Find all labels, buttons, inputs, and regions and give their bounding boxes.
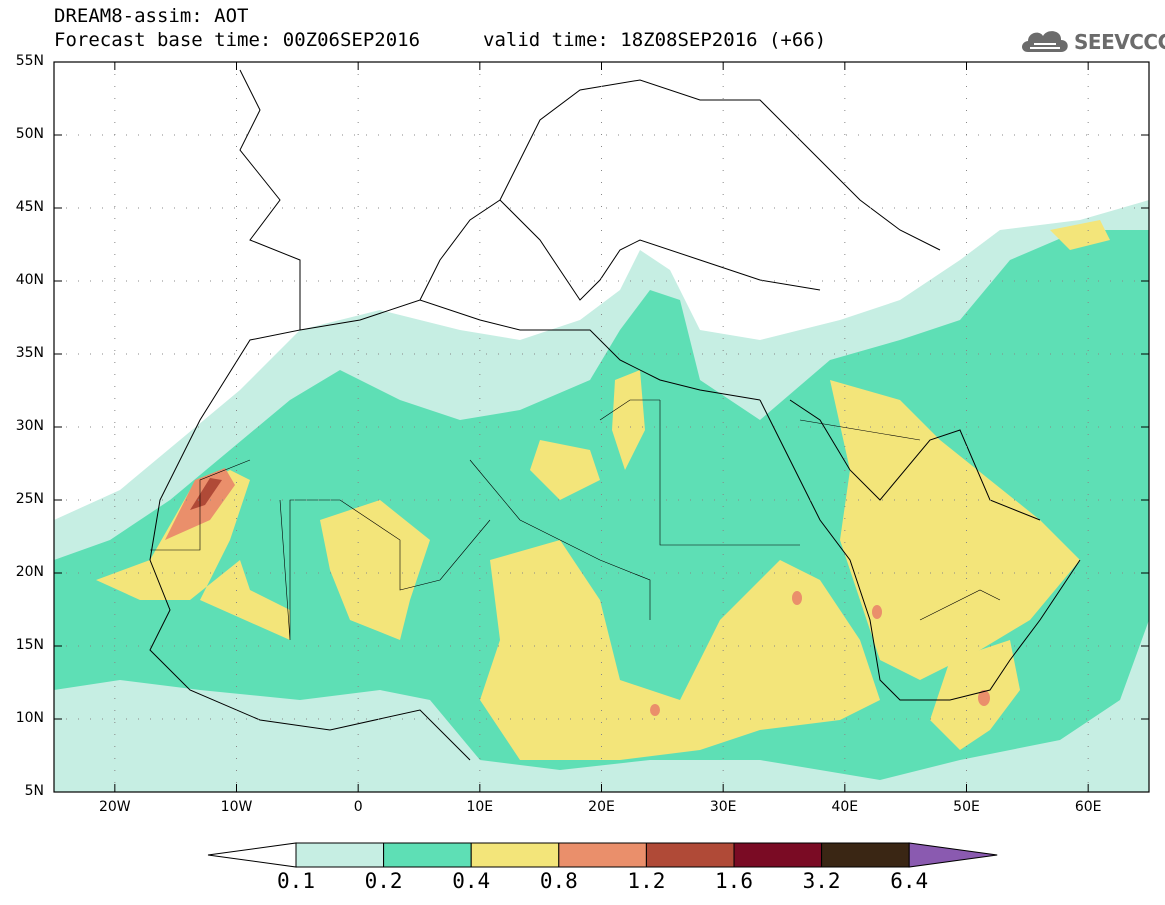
lat-label: 50N — [15, 126, 44, 142]
lat-label: 25N — [15, 491, 44, 507]
axis-ticks — [54, 61, 1149, 793]
aot-spot-0.8-yemen — [872, 605, 882, 619]
lon-label: 60E — [1074, 799, 1102, 815]
graticule — [54, 62, 1149, 792]
colorbar-tick-label: 0.1 — [277, 869, 315, 893]
aot-region-1.2 — [190, 478, 222, 510]
coastlines — [149, 69, 1081, 761]
lon-label: 50E — [953, 799, 980, 815]
colorbar-tick-label: 1.2 — [627, 869, 666, 893]
colorbar-tick-label: 0.2 — [364, 869, 403, 893]
lon-label: 10W — [220, 799, 253, 815]
lon-label: 30E — [709, 799, 737, 815]
aot-region-0.4-arabia — [830, 380, 1080, 680]
lat-label: 30N — [15, 418, 44, 434]
logo-text: SEEVCCC — [1074, 30, 1165, 54]
lon-label: 0 — [353, 799, 363, 815]
aot-spot-0.8-somalia — [978, 690, 990, 706]
borders — [150, 399, 1001, 641]
lat-label: 10N — [15, 710, 44, 726]
chart-title: DREAM8-assim: AOT — [54, 5, 249, 27]
aot-region-0.4-libya — [530, 440, 600, 500]
lat-label: 35N — [15, 345, 44, 361]
colorbar-tick-label: 6.4 — [890, 869, 929, 893]
aot-spot-0.8-east-africa — [792, 591, 802, 605]
seevccc-logo: SEEVCCC — [1018, 22, 1165, 58]
lat-label: 40N — [15, 272, 44, 288]
aot-region-0.4-west — [96, 470, 290, 640]
aot-region-0.4-caspian — [1050, 220, 1110, 250]
lon-label: 20W — [98, 799, 131, 815]
aot-region-0.4-mali — [320, 500, 430, 640]
forecast-base-time: Forecast base time: 00Z06SEP2016 — [54, 29, 421, 51]
aot-region-0.4-egypt — [612, 370, 645, 470]
colorbar-tick-label: 0.8 — [539, 869, 578, 893]
lat-label: 5N — [24, 783, 44, 799]
colorbar-tick-label: 0.4 — [452, 869, 491, 893]
lon-label: 40E — [831, 799, 859, 815]
cloud-icon — [1022, 31, 1068, 52]
colorbar-tick-label: 1.6 — [715, 869, 753, 893]
lat-label: 20N — [15, 564, 44, 580]
lat-label: 55N — [15, 53, 44, 69]
aot-region-0.4-somalia — [930, 640, 1020, 750]
valid-time: valid time: 18Z08SEP2016 (+66) — [483, 29, 827, 51]
lat-label: 45N — [15, 199, 44, 215]
aot-spot-0.8-sudan — [650, 704, 660, 716]
aot-region-0.4-chad — [480, 540, 880, 760]
lon-label: 20E — [588, 799, 615, 815]
colorbar-tick-label: 3.2 — [802, 869, 841, 893]
lat-label: 15N — [15, 637, 44, 653]
lon-label: 10E — [466, 799, 494, 815]
